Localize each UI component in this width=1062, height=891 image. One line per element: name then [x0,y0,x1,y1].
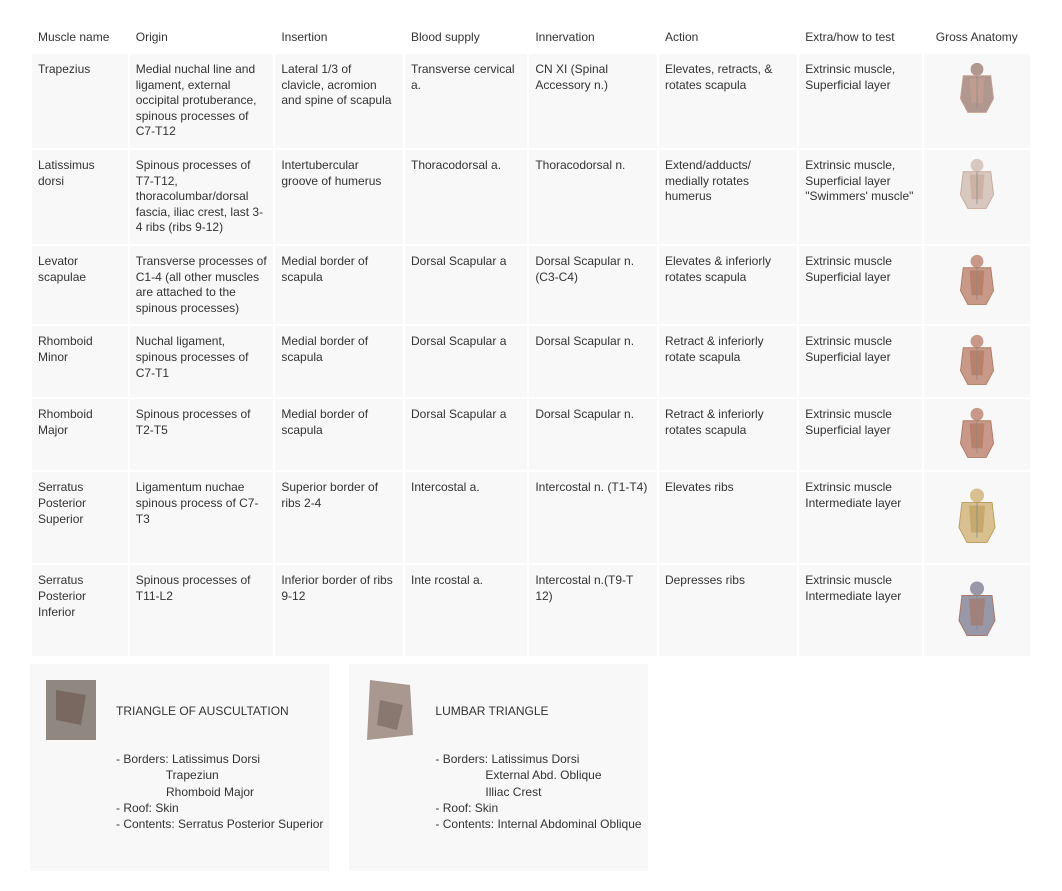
cell-insertion: Medial border of scapula [275,399,403,470]
cell-action: Elevates, retracts, & rotates scapula [659,54,797,148]
anatomy-image [947,407,1007,462]
cell-muscle: Serratus Posterior Superior [32,472,128,563]
cell-anatomy [924,472,1030,563]
cell-extra: Extrinsic muscle Intermediate layer [799,472,921,563]
muscle-table: Muscle nameOriginInsertionBlood supplyIn… [30,20,1032,658]
cell-muscle: Rhomboid Minor [32,326,128,397]
anatomy-image [947,334,1007,389]
cell-innerv: Dorsal Scapular n. [529,399,657,470]
cell-blood: Transverse cervical a. [405,54,527,148]
cell-innerv: Dorsal Scapular n. (C3-C4) [529,246,657,324]
header-col-action: Action [659,22,797,52]
cell-origin: Transverse processes of C1-4 (all other … [130,246,274,324]
anatomy-image [947,254,1007,309]
cell-action: Elevates & inferiorly rotates scapula [659,246,797,324]
cell-extra: Extrinsic muscle, Superficial layer [799,54,921,148]
cell-insertion: Inferior border of ribs 9-12 [275,565,403,656]
cell-anatomy [924,150,1030,244]
anatomy-image [947,62,1007,117]
cell-action: Retract & inferiorly rotates scapula [659,399,797,470]
cell-insertion: Superior border of ribs 2-4 [275,472,403,563]
header-col-insertion: Insertion [275,22,403,52]
header-row: Muscle nameOriginInsertionBlood supplyIn… [32,22,1030,52]
lumbar-triangle-block: LUMBAR TRIANGLE - Borders: Latissimus Do… [349,664,647,870]
cell-innerv: Dorsal Scapular n. [529,326,657,397]
cell-origin: Ligamentum nuchae spinous process of C7-… [130,472,274,563]
cell-blood: Inte rcostal a. [405,565,527,656]
header-col-muscle: Muscle name [32,22,128,52]
triangle-auscultation-block: TRIANGLE OF AUSCULTATION - Borders: Lati… [30,664,329,870]
cell-insertion: Lateral 1/3 of clavicle, acromion and sp… [275,54,403,148]
cell-blood: Dorsal Scapular a [405,399,527,470]
cell-extra: Extrinsic muscle Superficial layer [799,326,921,397]
table-row: Serratus Posterior InferiorSpinous proce… [32,565,1030,656]
header-col-origin: Origin [130,22,274,52]
cell-origin: Spinous processes of T11-L2 [130,565,274,656]
cell-muscle: Serratus Posterior Inferior [32,565,128,656]
cell-innerv: CN XI (Spinal Accessory n.) [529,54,657,148]
cell-extra: Extrinsic muscle Intermediate layer [799,565,921,656]
cell-action: Elevates ribs [659,472,797,563]
cell-extra: Extrinsic muscle, Superficial layer "Swi… [799,150,921,244]
cell-origin: Spinous processes of T2-T5 [130,399,274,470]
cell-anatomy [924,54,1030,148]
cell-anatomy [924,399,1030,470]
header-col-anatomy: Gross Anatomy [924,22,1030,52]
table-row: Rhomboid MajorSpinous processes of T2-T5… [32,399,1030,470]
cell-anatomy [924,565,1030,656]
cell-innerv: Intercostal n.(T9-T 12) [529,565,657,656]
anatomy-image [947,480,1007,555]
cell-insertion: Medial border of scapula [275,326,403,397]
cell-muscle: Levator scapulae [32,246,128,324]
anatomy-image [947,573,1007,648]
cell-blood: Dorsal Scapular a [405,246,527,324]
note2-text: - Borders: Latissimus Dorsi External Abd… [435,751,641,832]
table-row: Serratus Posterior SuperiorLigamentum nu… [32,472,1030,563]
note1-title: TRIANGLE OF AUSCULTATION [116,703,323,719]
cell-origin: Spinous processes of T7-T12, thoracolumb… [130,150,274,244]
note1-text: - Borders: Latissimus Dorsi Trapeziun Rh… [116,751,323,832]
header-col-blood: Blood supply [405,22,527,52]
cell-anatomy [924,326,1030,397]
cell-extra: Extrinsic muscle Superficial layer [799,246,921,324]
cell-action: Depresses ribs [659,565,797,656]
cell-innerv: Thoracodorsal n. [529,150,657,244]
cell-muscle: Rhomboid Major [32,399,128,470]
cell-origin: Nuchal ligament, spinous processes of C7… [130,326,274,397]
table-row: TrapeziusMedial nuchal line and ligament… [32,54,1030,148]
header-col-extra: Extra/how to test [799,22,921,52]
cell-anatomy [924,246,1030,324]
triangle-auscultation-image [36,670,106,750]
cell-blood: Thoracodorsal a. [405,150,527,244]
lumbar-triangle-image [355,670,425,750]
anatomy-image [947,158,1007,213]
cell-extra: Extrinsic muscle Superficial layer [799,399,921,470]
table-row: Rhomboid MinorNuchal ligament, spinous p… [32,326,1030,397]
cell-innerv: Intercostal n. (T1-T4) [529,472,657,563]
notes-row: TRIANGLE OF AUSCULTATION - Borders: Lati… [30,664,1032,870]
table-row: Levator scapulaeTransverse processes of … [32,246,1030,324]
cell-action: Extend/adducts/ medially rotates humerus [659,150,797,244]
cell-insertion: Intertubercular groove of humerus [275,150,403,244]
table-row: Latissimus dorsiSpinous processes of T7-… [32,150,1030,244]
header-col-innerv: Innervation [529,22,657,52]
cell-blood: Intercostal a. [405,472,527,563]
cell-muscle: Trapezius [32,54,128,148]
note2-title: LUMBAR TRIANGLE [435,703,641,719]
cell-origin: Medial nuchal line and ligament, externa… [130,54,274,148]
cell-action: Retract & inferiorly rotate scapula [659,326,797,397]
cell-insertion: Medial border of scapula [275,246,403,324]
cell-muscle: Latissimus dorsi [32,150,128,244]
cell-blood: Dorsal Scapular a [405,326,527,397]
